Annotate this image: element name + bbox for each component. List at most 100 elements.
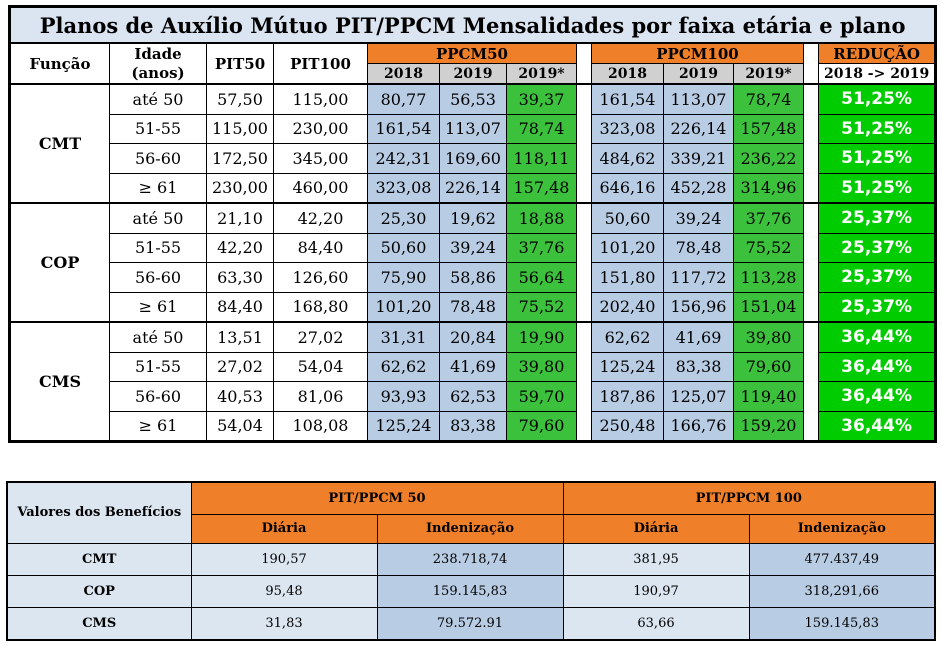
- ppcm100-2019-cell: 117,72: [663, 262, 734, 293]
- ppcm100-2019s-cell: 236,22: [733, 143, 804, 174]
- pit50-cell: 172,50: [206, 143, 274, 174]
- header-indenizacao-100: Indenização: [748, 513, 936, 544]
- ppcm100-2018-cell: 250,48: [591, 410, 664, 443]
- ppcm100-2019s-cell: 159,20: [733, 410, 804, 443]
- ppcm100-2018-cell: 125,24: [591, 351, 664, 382]
- pit100-cell: 108,08: [273, 410, 368, 443]
- column-separator: [803, 381, 819, 411]
- indenizacao-100-cell: 477.437,49: [748, 542, 936, 576]
- column-separator: [803, 352, 819, 382]
- reduction-cell: 51,25%: [817, 172, 937, 204]
- table-row: ≥ 61 84,40 168,80 101,20 78,48 75,52 202,40 156…: [10, 291, 937, 323]
- header-ppcm50-2018: 2018: [367, 63, 440, 85]
- ppcm100-2019-cell: 39,24: [663, 202, 734, 234]
- ppcm50-2019s-cell: 79,60: [506, 410, 577, 443]
- pit50-cell: 40,53: [206, 381, 274, 412]
- ppcm50-2019s-cell: 118,11: [506, 143, 577, 174]
- ppcm100-2018-cell: 202,40: [591, 291, 664, 323]
- age-cell: 51-55: [109, 351, 207, 382]
- table-row: 51-55 27,02 54,04 62,62 41,69 39,80 125,24 83,3…: [10, 351, 937, 382]
- ppcm100-2019s-cell: 78,74: [733, 83, 804, 115]
- ppcm50-2018-cell: 93,93: [367, 381, 440, 412]
- ppcm50-2018-cell: 161,54: [367, 113, 440, 144]
- reduction-cell: 36,44%: [817, 381, 937, 412]
- pit100-cell: 345,00: [273, 143, 368, 174]
- column-separator: [803, 143, 819, 173]
- benefits-body: CMT 190,57 238.718,74 381,95 477.437,49 COP 95…: [6, 542, 936, 640]
- ppcm100-2019-cell: 339,21: [663, 143, 734, 174]
- ppcm50-2019-cell: 58,86: [439, 262, 507, 293]
- ppcm100-2019-cell: 113,07: [663, 83, 734, 115]
- pit100-cell: 168,80: [273, 291, 368, 323]
- column-separator: [576, 114, 592, 144]
- ppcm50-2019-cell: 83,38: [439, 410, 507, 443]
- header-reducao: REDUÇÃO: [817, 43, 936, 64]
- column-separator: [576, 352, 592, 382]
- age-cell: ≥ 61: [109, 410, 207, 443]
- column-separator: [803, 292, 819, 323]
- ppcm100-2019-cell: 125,07: [663, 381, 734, 412]
- benefit-function-label: CMS: [6, 606, 192, 640]
- header-plan100: PIT/PPCM 100: [562, 481, 936, 515]
- ppcm50-2019-cell: 19,62: [439, 202, 507, 234]
- ppcm100-2019s-cell: 39,80: [733, 321, 804, 353]
- ppcm50-2018-cell: 75,90: [367, 262, 440, 293]
- ppcm100-2019-cell: 41,69: [663, 321, 734, 353]
- column-separator: [576, 173, 592, 204]
- ppcm50-2019-cell: 20,84: [439, 321, 507, 353]
- pit100-cell: 42,20: [273, 202, 368, 234]
- ppcm100-2019s-cell: 314,96: [733, 172, 804, 204]
- ppcm50-2018-cell: 242,31: [367, 143, 440, 174]
- age-cell: 56-60: [109, 262, 207, 293]
- ppcm50-2019-cell: 39,24: [439, 232, 507, 263]
- column-separator: [803, 173, 819, 204]
- ppcm100-2018-cell: 323,08: [591, 113, 664, 144]
- header-pit50: PIT50: [206, 43, 274, 85]
- ppcm100-2019-cell: 78,48: [663, 232, 734, 263]
- column-separator: [576, 411, 592, 443]
- table-row: 51-55 42,20 84,40 50,60 39,24 37,76 101,20 78,4…: [10, 232, 937, 263]
- diaria-50-cell: 190,57: [190, 542, 378, 576]
- pit50-cell: 13,51: [206, 321, 274, 353]
- ppcm100-2019s-cell: 79,60: [733, 351, 804, 382]
- column-separator: [576, 233, 592, 263]
- ppcm100-2019s-cell: 75,52: [733, 232, 804, 263]
- ppcm100-2019s-cell: 113,28: [733, 262, 804, 293]
- header-diaria-100: Diária: [562, 513, 750, 544]
- ppcm100-2018-cell: 161,54: [591, 83, 664, 115]
- ppcm100-2019-cell: 452,28: [663, 172, 734, 204]
- column-separator: [803, 411, 819, 443]
- pit50-cell: 57,50: [206, 83, 274, 115]
- column-separator: [576, 143, 592, 173]
- ppcm100-2018-cell: 101,20: [591, 232, 664, 263]
- table-row: 56-60 63,30 126,60 75,90 58,86 56,64 151,80 117…: [10, 262, 937, 293]
- pit100-cell: 27,02: [273, 321, 368, 353]
- ppcm50-2019-cell: 78,48: [439, 291, 507, 323]
- column-separator: [576, 203, 592, 233]
- ppcm50-2019s-cell: 37,76: [506, 232, 577, 263]
- ppcm100-2019-cell: 166,76: [663, 410, 734, 443]
- table-row: CMT até 50 57,50 115,00 80,77 56,53 39,37 161,5…: [9, 83, 937, 204]
- indenizacao-100-cell: 159.145,83: [748, 606, 936, 640]
- header-ppcm100-2019s: 2019*: [733, 63, 804, 85]
- ppcm50-2019-cell: 41,69: [439, 351, 507, 382]
- header-funcao: Função: [9, 43, 110, 85]
- ppcm50-2018-cell: 31,31: [367, 321, 440, 353]
- column-separator: [803, 233, 819, 263]
- pit50-cell: 115,00: [206, 113, 274, 144]
- diaria-50-cell: 31,83: [190, 606, 378, 640]
- diaria-50-cell: 95,48: [190, 574, 378, 608]
- ppcm100-2018-cell: 62,62: [591, 321, 664, 353]
- reduction-cell: 51,25%: [817, 113, 937, 144]
- ppcm50-2018-cell: 50,60: [367, 232, 440, 263]
- ppcm50-2019-cell: 169,60: [439, 143, 507, 174]
- age-cell: ≥ 61: [109, 291, 207, 323]
- table-row: 56-60 172,50 345,00 242,31 169,60 118,11 484,6…: [10, 143, 937, 174]
- table-row: 56-60 40,53 81,06 93,93 62,53 59,70 187,86 125,…: [10, 381, 937, 412]
- column-separator: [803, 262, 819, 292]
- diaria-100-cell: 190,97: [562, 574, 750, 608]
- reduction-cell: 25,37%: [817, 202, 937, 234]
- ppcm50-2019-cell: 226,14: [439, 172, 507, 204]
- reduction-cell: 25,37%: [817, 291, 937, 323]
- age-cell: até 50: [109, 83, 207, 115]
